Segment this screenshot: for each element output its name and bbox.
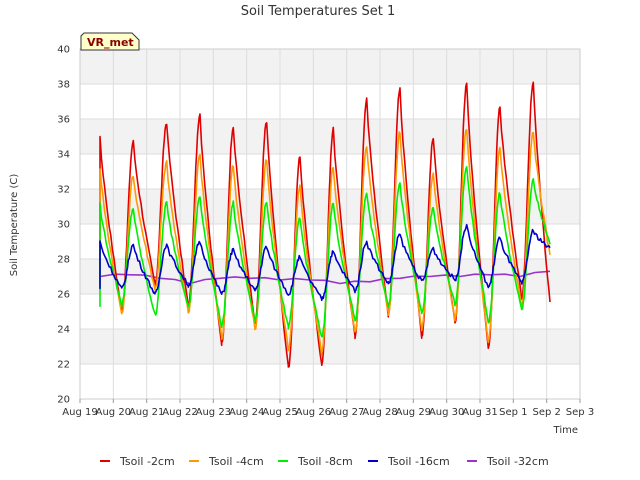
- y-tick-label: 38: [57, 80, 70, 91]
- y-tick-label: 22: [57, 360, 70, 371]
- legend-label-tsoil-4cm: Tsoil -4cm: [208, 455, 264, 468]
- series-line-tsoil-4cm: [99, 129, 551, 356]
- x-tick-label: Aug 21: [129, 407, 164, 418]
- x-tick-label: Aug 22: [162, 407, 197, 418]
- y-tick-label: 26: [57, 290, 70, 301]
- badge-shape: [80, 32, 140, 51]
- x-tick-label: Aug 24: [229, 407, 264, 418]
- x-tick-label: Aug 29: [396, 407, 431, 418]
- legend: Tsoil -2cm Tsoil -4cm Tsoil -8cm Tsoil -16c…: [100, 455, 549, 468]
- series-line-tsoil-16cm: [99, 223, 551, 302]
- x-tick-label: Sep 2: [532, 407, 560, 418]
- x-tick-label: Sep 3: [566, 407, 594, 418]
- plot-area-border: [79, 48, 581, 400]
- series-line-tsoil-32cm: [99, 270, 551, 285]
- x-tick-label: Sep 1: [499, 407, 527, 418]
- badge-label: VR_met: [87, 36, 134, 49]
- series-lines: [99, 81, 551, 368]
- y-tick-label: 34: [57, 150, 70, 161]
- legend-label-tsoil-32cm: Tsoil -32cm: [486, 455, 549, 468]
- y-tick-label: 24: [57, 325, 70, 336]
- y-tick-label: 30: [57, 220, 70, 231]
- grid-band: [80, 329, 580, 364]
- x-tick-label: Aug 31: [462, 407, 497, 418]
- legend-label-tsoil-2cm: Tsoil -2cm: [119, 455, 175, 468]
- y-tick-label: 28: [57, 255, 70, 266]
- grid-band: [80, 49, 580, 84]
- y-tick-label: 32: [57, 185, 70, 196]
- legend-label-tsoil-8cm: Tsoil -8cm: [297, 455, 353, 468]
- series-line-tsoil-8cm: [99, 166, 551, 338]
- x-tick-label: Aug 20: [96, 407, 131, 418]
- x-tick-label: Aug 28: [362, 407, 397, 418]
- x-tick-label: Aug 27: [329, 407, 364, 418]
- vr-met-badge: VR_met: [80, 32, 140, 51]
- x-tick-label: Aug 19: [62, 407, 97, 418]
- grid-band: [80, 84, 580, 119]
- grid-band: [80, 364, 580, 399]
- y-tick-label: 36: [57, 115, 70, 126]
- x-tick-label: Aug 23: [196, 407, 231, 418]
- x-tick-label: Aug 25: [262, 407, 297, 418]
- y-tick-label: 40: [57, 45, 70, 56]
- x-tick-label: Aug 30: [429, 407, 464, 418]
- grid-band: [80, 119, 580, 154]
- y-axis-ticks: 20 22 24 26 28 30 32 34 36 38 40: [57, 45, 70, 406]
- chart-title: Soil Temperatures Set 1: [241, 4, 396, 19]
- series-line-tsoil-2cm: [99, 81, 551, 368]
- legend-label-tsoil-16cm: Tsoil -16cm: [387, 455, 450, 468]
- y-tick-label: 20: [57, 395, 70, 406]
- x-tick-label: Aug 26: [296, 407, 331, 418]
- grid-band: [80, 294, 580, 329]
- x-axis-label: Time: [553, 425, 578, 436]
- y-axis-label: Soil Temperature (C): [9, 174, 20, 277]
